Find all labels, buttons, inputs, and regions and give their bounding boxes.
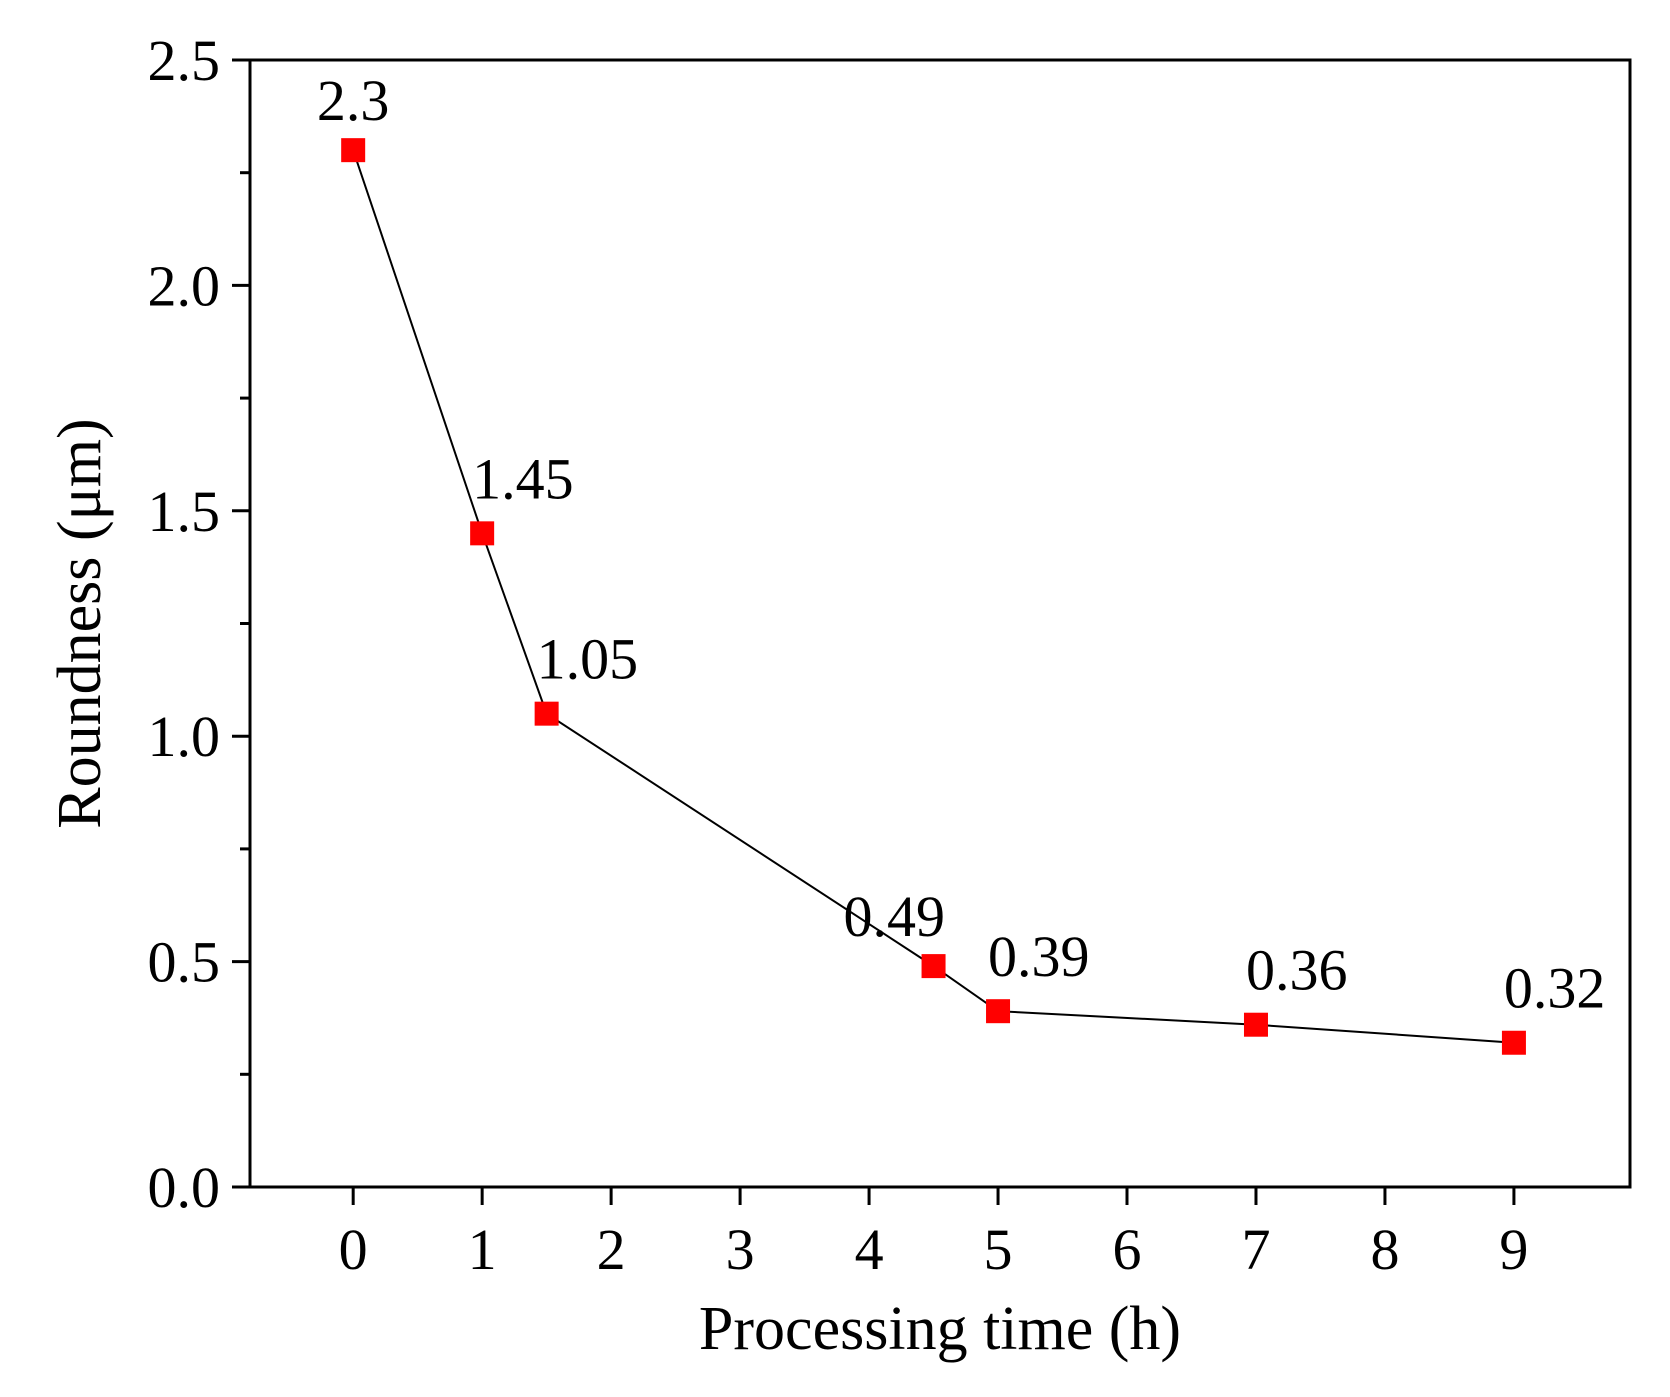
x-tick-label: 7 <box>1241 1217 1270 1282</box>
data-label: 0.36 <box>1246 938 1348 1003</box>
y-tick-label: 0.5 <box>148 930 221 995</box>
y-tick-label: 2.5 <box>148 28 221 93</box>
x-tick-label: 9 <box>1499 1217 1528 1282</box>
x-tick-label: 2 <box>597 1217 626 1282</box>
y-tick-label: 1.0 <box>148 704 221 769</box>
y-axis-title: Roundness (μm) <box>46 418 114 828</box>
data-label: 0.32 <box>1504 956 1606 1021</box>
x-tick-label: 6 <box>1113 1217 1142 1282</box>
x-tick-label: 0 <box>339 1217 368 1282</box>
data-point <box>1501 1030 1526 1055</box>
data-point <box>534 701 559 726</box>
data-point <box>1243 1012 1268 1037</box>
plot-frame <box>248 58 1632 1189</box>
y-tick-label: 0.0 <box>148 1155 221 1220</box>
y-tick-label: 1.5 <box>148 479 221 544</box>
x-axis-title: Processing time (h) <box>699 1295 1181 1363</box>
x-tick-label: 1 <box>468 1217 497 1282</box>
data-point <box>986 999 1011 1024</box>
data-label: 0.39 <box>988 924 1090 989</box>
x-tick-label: 4 <box>855 1217 884 1282</box>
data-point <box>470 521 495 546</box>
data-point <box>921 954 946 979</box>
x-tick-label: 8 <box>1370 1217 1399 1282</box>
x-tick-label: 3 <box>726 1217 755 1282</box>
data-point <box>341 138 366 163</box>
data-label: 1.05 <box>537 627 639 692</box>
data-label: 0.49 <box>844 884 946 949</box>
y-tick-label: 2.0 <box>148 253 221 318</box>
plot-area: 0 1 2 3 4 5 6 7 8 9 0.0 0.5 1.0 1.5 2.0 2.5 2.3 1.45 1.05 0… <box>148 28 1632 1282</box>
data-label: 1.45 <box>472 446 574 511</box>
x-tick-label: 5 <box>984 1217 1013 1282</box>
data-label: 2.3 <box>317 68 390 133</box>
